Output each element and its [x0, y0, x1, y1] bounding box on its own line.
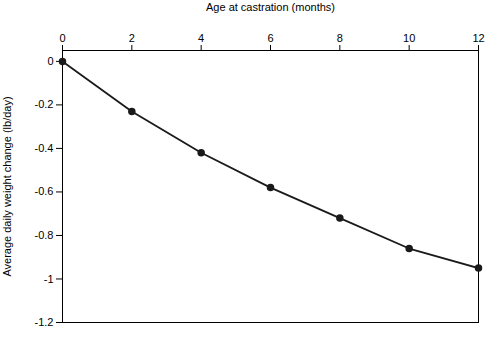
- svg-text:10: 10: [403, 32, 415, 44]
- svg-text:Age at castration (months): Age at castration (months): [206, 1, 335, 13]
- svg-text:2: 2: [129, 32, 135, 44]
- svg-text:0: 0: [59, 32, 65, 44]
- svg-text:-0.6: -0.6: [35, 185, 54, 197]
- svg-text:-0.2: -0.2: [35, 98, 54, 110]
- svg-text:-0.8: -0.8: [35, 229, 54, 241]
- svg-text:6: 6: [267, 32, 273, 44]
- svg-text:Average daily weight change (l: Average daily weight change (lb/day): [1, 96, 13, 276]
- svg-text:12: 12: [472, 32, 484, 44]
- svg-text:-0.4: -0.4: [35, 142, 54, 154]
- svg-text:-1.2: -1.2: [35, 316, 54, 328]
- svg-text:-1: -1: [44, 273, 54, 285]
- svg-text:8: 8: [337, 32, 343, 44]
- svg-text:0: 0: [47, 55, 53, 67]
- svg-text:4: 4: [198, 32, 204, 44]
